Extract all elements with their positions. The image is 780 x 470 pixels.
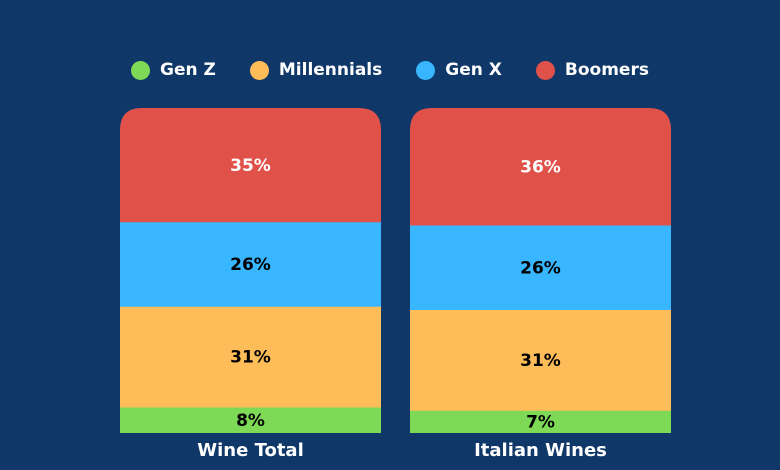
bar-segment-boomers-italian-wines (410, 108, 671, 226)
legend-label-millennials: Millennials (278, 60, 383, 80)
data-label-gen-x-wine-total: 26% (230, 255, 271, 275)
bar-segment-gen-x-italian-wines (410, 225, 671, 310)
chart-legend: Gen Z Millennials Gen X Boomers (0, 60, 780, 80)
data-label-gen-z-italian-wines: 7% (526, 413, 555, 433)
legend-marker-boomers (535, 60, 555, 80)
category-label-italian-wines: Italian Wines (474, 440, 607, 461)
legend-item-gen-x: Gen X (416, 60, 502, 80)
data-label-millennials-italian-wines: 31% (520, 351, 561, 371)
legend-item-millennials: Millennials (249, 60, 383, 80)
bar-segment-gen-x-wine-total (120, 221, 381, 307)
bar-group-italian-wines (410, 108, 671, 433)
bar-segment-gen-z-wine-total (120, 407, 381, 433)
legend-label-boomers: Boomers (564, 60, 649, 80)
bar-segment-gen-z-italian-wines (410, 410, 671, 433)
data-label-boomers-wine-total: 35% (230, 156, 271, 176)
data-label-boomers-italian-wines: 36% (520, 158, 561, 178)
bar-group-wine-total (120, 108, 381, 433)
legend-marker-gen-z (131, 60, 151, 80)
category-label-wine-total: Wine Total (197, 440, 304, 461)
legend-item-boomers: Boomers (535, 60, 649, 80)
legend-marker-gen-x (416, 60, 436, 80)
legend-marker-millennials (249, 60, 269, 80)
data-label-gen-x-italian-wines: 26% (520, 258, 561, 278)
data-label-millennials-wine-total: 31% (230, 348, 271, 368)
data-label-gen-z-wine-total: 8% (236, 411, 265, 431)
bar-segment-boomers-wine-total (120, 108, 381, 223)
bar-segment-millennials-wine-total (120, 306, 381, 408)
legend-item-gen-z: Gen Z (131, 60, 216, 80)
legend-label-gen-x: Gen X (445, 60, 502, 80)
legend-label-gen-z: Gen Z (160, 60, 216, 80)
bar-segment-millennials-italian-wines (410, 309, 671, 411)
